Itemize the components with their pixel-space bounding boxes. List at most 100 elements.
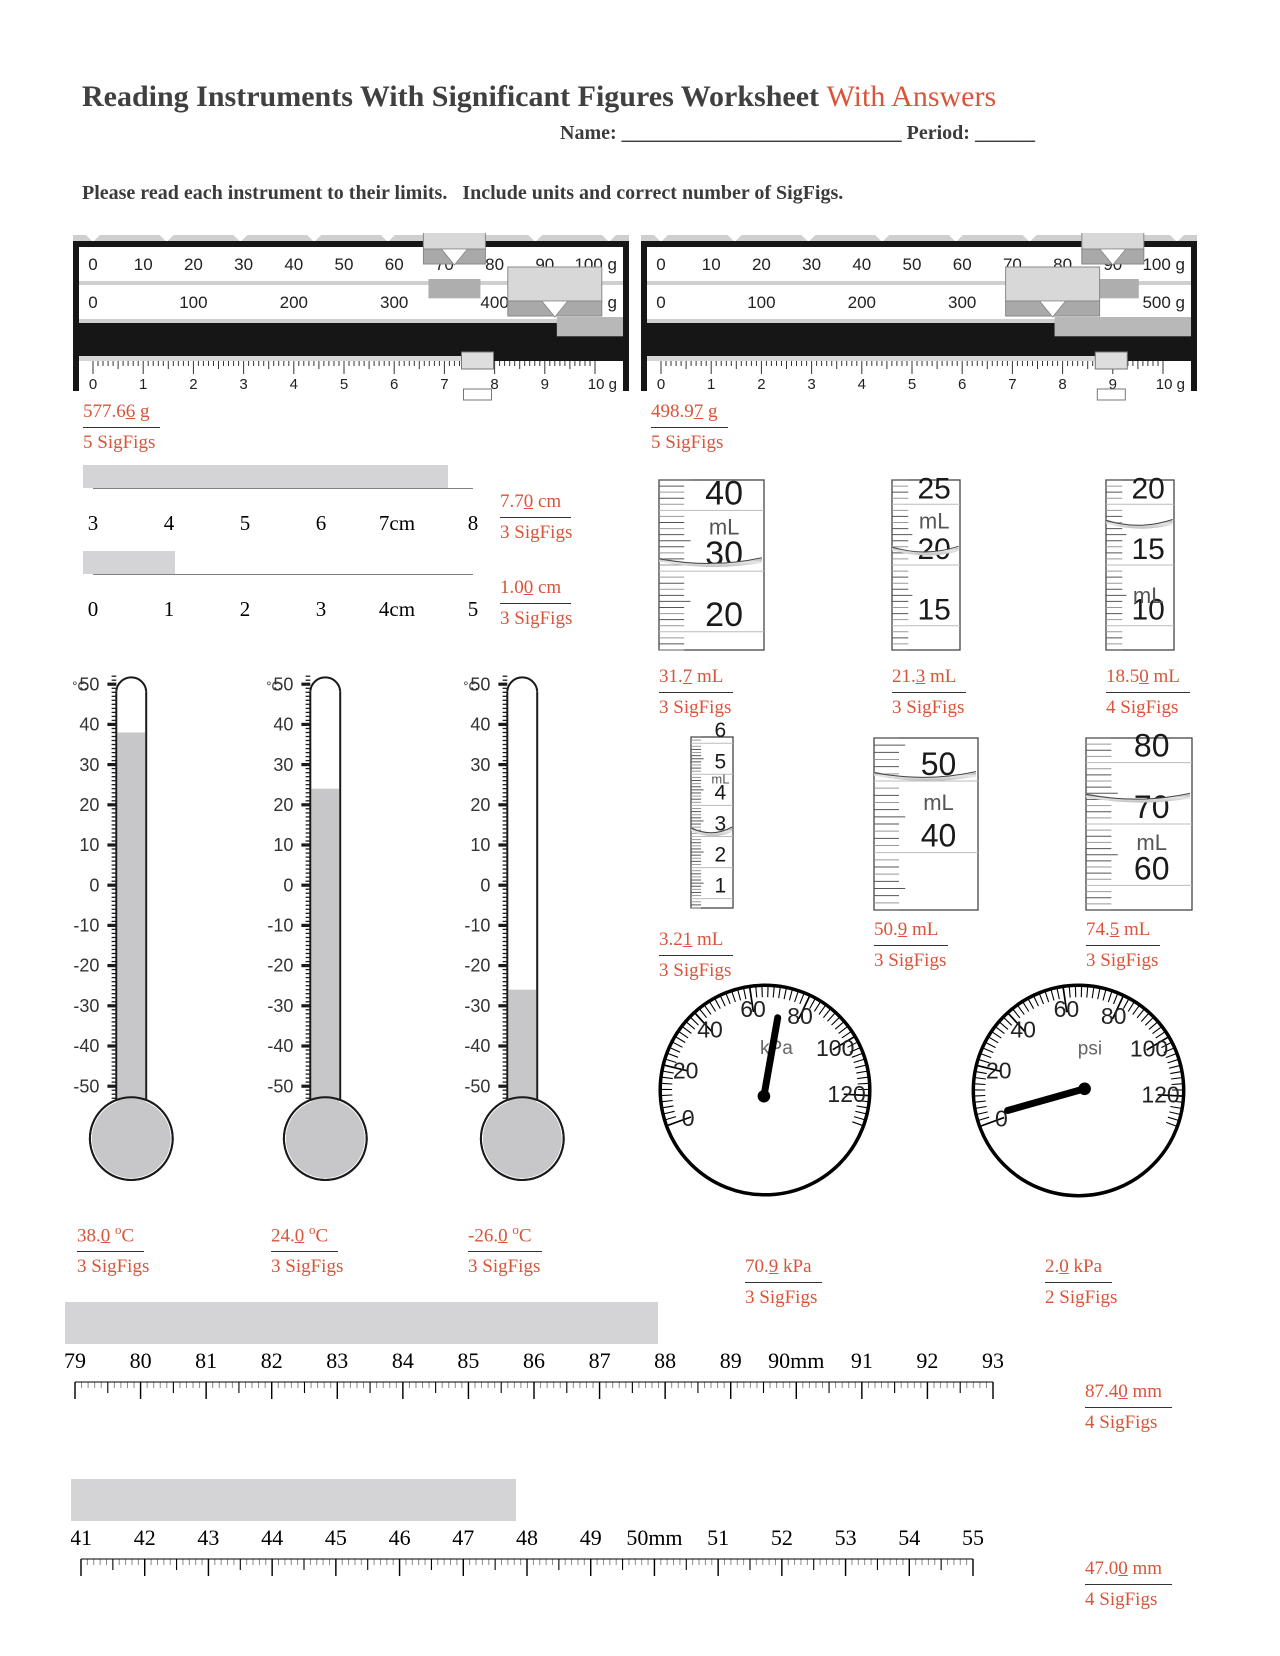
svg-text:20: 20: [673, 1057, 699, 1083]
svg-text:-40: -40: [464, 1036, 490, 1056]
svg-text:°C: °C: [463, 678, 478, 693]
svg-text:80: 80: [130, 1348, 152, 1373]
svg-text:200: 200: [280, 293, 308, 312]
svg-text:mL: mL: [919, 508, 950, 533]
svg-text:7cm: 7cm: [379, 511, 415, 535]
svg-text:40: 40: [921, 818, 957, 854]
svg-text:70: 70: [1134, 789, 1170, 825]
svg-text:6: 6: [715, 719, 727, 742]
svg-text:10 g: 10 g: [1156, 376, 1185, 393]
svg-text:°C: °C: [266, 678, 281, 693]
svg-text:54: 54: [898, 1525, 920, 1550]
svg-text:60: 60: [740, 996, 766, 1022]
svg-text:2: 2: [715, 844, 727, 867]
svg-text:80: 80: [1134, 728, 1170, 764]
svg-text:0: 0: [283, 875, 293, 895]
svg-text:-10: -10: [73, 916, 99, 936]
svg-text:20: 20: [986, 1058, 1012, 1084]
svg-text:100 g: 100 g: [1142, 255, 1185, 274]
svg-text:60: 60: [1134, 850, 1170, 886]
svg-text:-30: -30: [267, 996, 293, 1016]
svg-text:-50: -50: [267, 1076, 293, 1096]
svg-text:400: 400: [480, 293, 508, 312]
svg-text:93: 93: [982, 1348, 1003, 1373]
svg-text:40: 40: [697, 1016, 723, 1042]
svg-text:81: 81: [195, 1348, 217, 1373]
svg-text:90mm: 90mm: [768, 1348, 824, 1373]
svg-text:3: 3: [807, 376, 815, 393]
svg-text:3: 3: [88, 511, 99, 535]
svg-text:3: 3: [239, 376, 247, 393]
svg-text:60: 60: [1054, 996, 1080, 1022]
svg-text:psi: psi: [1078, 1038, 1102, 1059]
svg-text:83: 83: [326, 1348, 348, 1373]
svg-text:30: 30: [234, 255, 253, 274]
svg-text:55: 55: [962, 1525, 983, 1550]
svg-text:1: 1: [139, 376, 147, 393]
svg-text:0: 0: [89, 376, 97, 393]
svg-text:°C: °C: [72, 678, 87, 693]
svg-text:89: 89: [720, 1348, 742, 1373]
svg-text:0: 0: [88, 293, 97, 312]
svg-text:40: 40: [273, 715, 293, 735]
svg-text:9: 9: [541, 376, 549, 393]
svg-text:-50: -50: [73, 1076, 99, 1096]
svg-text:7: 7: [440, 376, 448, 393]
svg-text:5: 5: [340, 376, 348, 393]
svg-text:51: 51: [707, 1525, 729, 1550]
svg-text:200: 200: [848, 293, 876, 312]
svg-text:25: 25: [918, 472, 951, 505]
svg-text:41: 41: [71, 1525, 92, 1550]
svg-text:5: 5: [908, 376, 916, 393]
svg-text:10: 10: [273, 835, 293, 855]
svg-text:-40: -40: [267, 1036, 293, 1056]
svg-text:100: 100: [816, 1035, 854, 1061]
svg-text:4: 4: [858, 376, 866, 393]
svg-text:2: 2: [189, 376, 197, 393]
svg-text:79: 79: [65, 1348, 86, 1373]
svg-text:80: 80: [787, 1003, 813, 1029]
svg-text:86: 86: [523, 1348, 545, 1373]
svg-text:120: 120: [827, 1081, 865, 1107]
svg-text:47: 47: [452, 1525, 474, 1550]
svg-text:500 g: 500 g: [1142, 293, 1185, 312]
svg-text:-20: -20: [73, 956, 99, 976]
svg-text:20: 20: [79, 795, 99, 815]
svg-text:300: 300: [948, 293, 976, 312]
svg-text:52: 52: [771, 1525, 793, 1550]
svg-text:5: 5: [468, 597, 479, 621]
svg-text:-30: -30: [73, 996, 99, 1016]
svg-text:mL: mL: [1133, 583, 1164, 608]
svg-text:-30: -30: [464, 996, 490, 1016]
svg-text:0: 0: [657, 376, 665, 393]
svg-text:20: 20: [470, 795, 490, 815]
svg-text:48: 48: [516, 1525, 538, 1550]
svg-text:100: 100: [1130, 1035, 1168, 1061]
svg-text:0: 0: [656, 293, 665, 312]
svg-text:0: 0: [89, 875, 99, 895]
svg-text:40: 40: [1010, 1017, 1036, 1043]
svg-text:mL: mL: [709, 514, 740, 539]
svg-text:2: 2: [240, 597, 251, 621]
svg-text:6: 6: [390, 376, 398, 393]
svg-text:10: 10: [134, 255, 153, 274]
svg-text:300: 300: [380, 293, 408, 312]
svg-text:45: 45: [325, 1525, 347, 1550]
svg-text:50: 50: [335, 255, 354, 274]
svg-text:42: 42: [134, 1525, 156, 1550]
svg-text:7: 7: [1008, 376, 1016, 393]
svg-text:84: 84: [392, 1348, 414, 1373]
svg-text:10: 10: [79, 835, 99, 855]
svg-text:100: 100: [747, 293, 775, 312]
svg-text:30: 30: [802, 255, 821, 274]
svg-text:40: 40: [470, 715, 490, 735]
svg-text:5: 5: [240, 511, 251, 535]
svg-text:53: 53: [835, 1525, 857, 1550]
svg-text:3: 3: [316, 597, 327, 621]
svg-text:46: 46: [389, 1525, 411, 1550]
svg-text:30: 30: [705, 535, 743, 573]
svg-text:82: 82: [261, 1348, 283, 1373]
svg-text:30: 30: [79, 755, 99, 775]
svg-text:-40: -40: [73, 1036, 99, 1056]
svg-text:50mm: 50mm: [626, 1525, 682, 1550]
